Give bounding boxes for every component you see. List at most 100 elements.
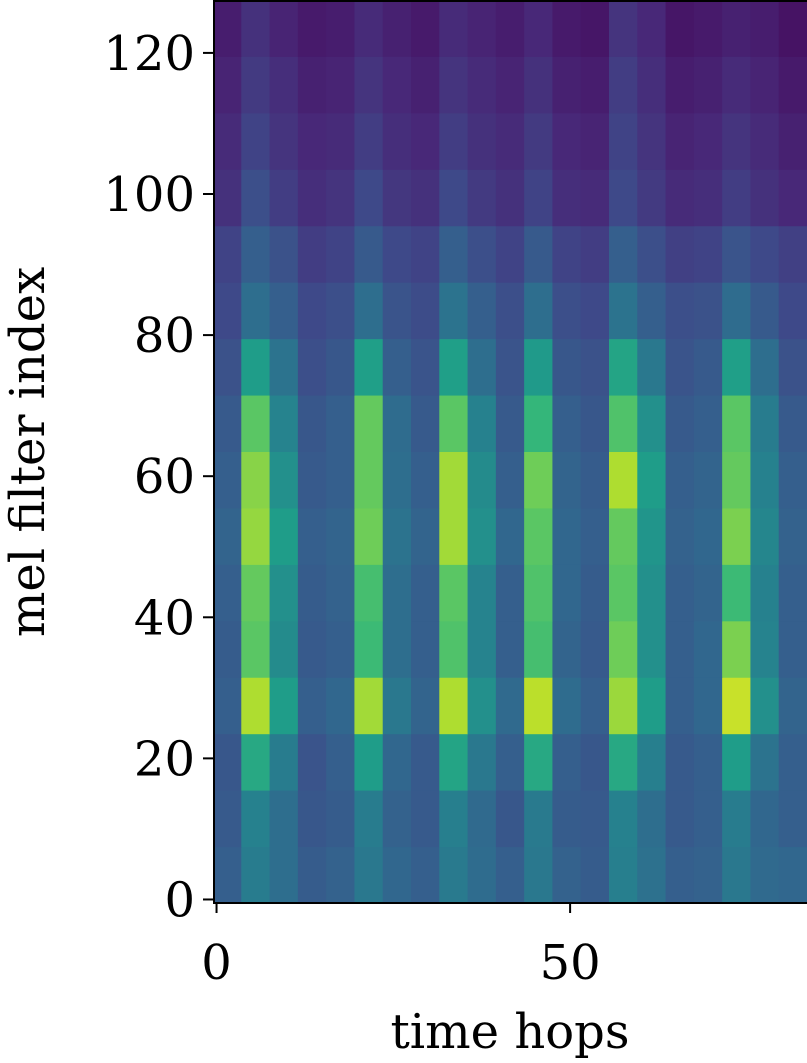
heatmap-cell: [297, 451, 327, 509]
heatmap-cell: [467, 225, 497, 283]
heatmap-cell: [693, 282, 723, 340]
heatmap-cell: [722, 846, 751, 904]
heatmap-cell: [693, 395, 723, 452]
heatmap-cell: [637, 620, 667, 678]
heatmap-cell: [354, 620, 384, 678]
heatmap-cell: [241, 507, 271, 565]
heatmap-cell: [241, 790, 271, 848]
heatmap-cell: [552, 282, 582, 340]
heatmap-cell: [354, 56, 384, 114]
heatmap-cell: [213, 677, 242, 735]
heatmap-cell: [722, 0, 751, 57]
heatmap-cell: [552, 451, 582, 509]
heatmap-cell: [411, 56, 440, 114]
heatmap-cell: [326, 620, 355, 678]
heatmap-cell: [665, 451, 695, 509]
heatmap-cell: [495, 395, 525, 452]
heatmap-cell: [354, 846, 384, 904]
heatmap-cell: [552, 0, 582, 57]
heatmap-cell: [297, 338, 327, 396]
heatmap-cell: [411, 790, 440, 848]
heatmap-cell: [637, 56, 667, 114]
heatmap-cell: [552, 620, 582, 678]
heatmap-cell: [524, 282, 553, 340]
heatmap-cell: [693, 846, 723, 904]
heatmap-cell: [722, 395, 751, 452]
heatmap-cell: [580, 677, 610, 735]
heatmap-cell: [552, 169, 582, 227]
heatmap-cell: [665, 112, 695, 170]
heatmap-cell: [778, 56, 807, 114]
heatmap-cell: [297, 282, 327, 340]
heatmap-cell: [778, 169, 807, 227]
heatmap-cell: [552, 225, 582, 283]
heatmap-cell: [269, 846, 299, 904]
heatmap-cell: [693, 225, 723, 283]
heatmap-cell: [665, 0, 695, 57]
y-tick-label: 120: [103, 26, 195, 82]
heatmap-cell: [552, 507, 582, 565]
heatmap-cell: [750, 790, 780, 848]
heatmap-cell: [439, 733, 469, 791]
heatmap-cell: [269, 790, 299, 848]
heatmap-cell: [693, 56, 723, 114]
heatmap-cell: [580, 733, 610, 791]
heatmap-cell: [411, 169, 440, 227]
heatmap-cell: [609, 169, 638, 227]
y-tick-label: 40: [134, 590, 195, 646]
heatmap-cell: [382, 733, 412, 791]
heatmap-cell: [297, 790, 327, 848]
heatmap-cell: [495, 677, 525, 735]
heatmap-cell: [467, 620, 497, 678]
heatmap-cell: [467, 451, 497, 509]
heatmap-cell: [382, 451, 412, 509]
heatmap-cell: [778, 790, 807, 848]
heatmap-cell: [609, 677, 638, 735]
heatmap-cell: [778, 112, 807, 170]
heatmap-cell: [722, 56, 751, 114]
heatmap-cell: [269, 677, 299, 735]
heatmap-cell: [467, 169, 497, 227]
heatmap-cell: [495, 620, 525, 678]
heatmap-cell: [411, 282, 440, 340]
heatmap-cell: [750, 846, 780, 904]
heatmap-cell: [213, 564, 242, 622]
heatmap-cell: [439, 112, 469, 170]
heatmap-cell: [693, 564, 723, 622]
heatmap-cell: [354, 733, 384, 791]
heatmap-cell: [326, 395, 355, 452]
heatmap-cell: [750, 677, 780, 735]
y-axis-label: mel filter index: [0, 267, 56, 637]
heatmap-cell: [552, 564, 582, 622]
heatmap-cell: [241, 846, 271, 904]
heatmap-cell: [609, 846, 638, 904]
heatmap-cell: [693, 733, 723, 791]
heatmap-cell: [411, 0, 440, 57]
heatmap-cell: [269, 169, 299, 227]
heatmap-cell: [722, 790, 751, 848]
heatmap-cell: [467, 56, 497, 114]
heatmap-cell: [722, 620, 751, 678]
heatmap-cell: [297, 395, 327, 452]
heatmap-cell: [326, 564, 355, 622]
heatmap-cell: [693, 790, 723, 848]
heatmap-cell: [439, 169, 469, 227]
heatmap-cell: [213, 338, 242, 396]
heatmap-cell: [722, 451, 751, 509]
heatmap-cell: [382, 169, 412, 227]
heatmap-cell: [326, 338, 355, 396]
heatmap-cell: [411, 338, 440, 396]
heatmap-cell: [580, 395, 610, 452]
heatmap-cell: [297, 0, 327, 57]
heatmap-cell: [693, 507, 723, 565]
heatmap-cell: [580, 451, 610, 509]
heatmap-cell: [297, 56, 327, 114]
heatmap-cell: [439, 0, 469, 57]
heatmap-cell: [609, 733, 638, 791]
heatmap-cell: [524, 225, 553, 283]
heatmap-cell: [580, 282, 610, 340]
heatmap-cell: [382, 0, 412, 57]
heatmap-cell: [326, 282, 355, 340]
heatmap-cell: [382, 112, 412, 170]
